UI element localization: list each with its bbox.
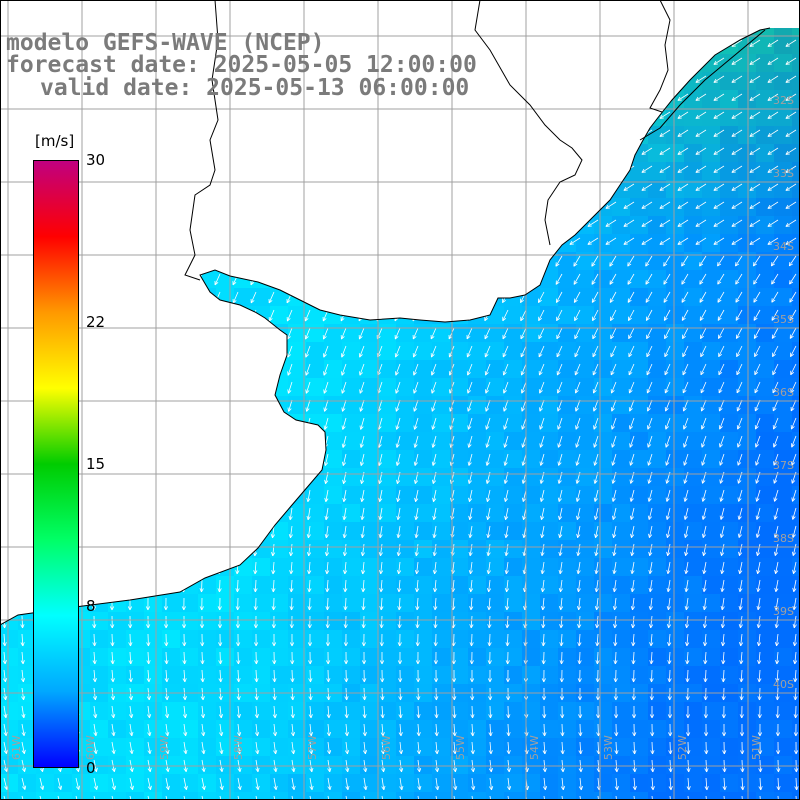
colorbar-tick-label: 15 [86, 455, 106, 473]
longitude-label: 59W [158, 735, 171, 760]
longitude-label: 52W [676, 735, 689, 760]
latitude-labels: 32S 33S 34S 35S 36S 37S 38S 39S 40S [773, 94, 794, 691]
longitude-label: 57W [306, 735, 319, 760]
latitude-label: 39S [773, 605, 794, 618]
longitude-label: 60W [84, 735, 97, 760]
latitude-label: 32S [773, 94, 794, 107]
colorbar-tick-label: 0 [86, 759, 96, 777]
colorbar-tick-label: 22 [86, 313, 106, 332]
title-forecast-date: forecast date: 2025-05-05 12:00:00 [6, 52, 477, 78]
latitude-label: 36S [773, 386, 794, 399]
latitude-label: 34S [773, 240, 794, 253]
longitude-label: 55W [454, 735, 467, 760]
title-model: modelo GEFS-WAVE (NCEP) [6, 30, 325, 56]
coastline [0, 0, 771, 626]
longitude-label: 54W [528, 735, 541, 760]
colorbar-tick-label: 8 [86, 596, 96, 615]
longitude-label: 58W [232, 735, 245, 760]
latitude-label: 37S [773, 459, 794, 472]
longitude-label: 53W [602, 735, 615, 760]
latitude-label: 35S [773, 313, 794, 326]
longitude-labels: 61W 60W 59W 58W 57W 56W 55W 54W 53W 52W 51W [10, 735, 763, 760]
longitude-label: 61W [10, 735, 23, 760]
longitude-label: 51W [750, 735, 763, 760]
longitude-label: 56W [380, 735, 393, 760]
latitude-label: 40S [773, 678, 794, 691]
latitude-label: 33S [773, 167, 794, 180]
colorbar [33, 160, 79, 768]
colorbar-unit: [m/s] [35, 132, 75, 150]
colorbar-tick-label: 30 [86, 151, 106, 169]
title-valid-date: valid date: 2025-05-13 06:00:00 [40, 75, 470, 101]
latitude-label: 38S [773, 532, 794, 545]
